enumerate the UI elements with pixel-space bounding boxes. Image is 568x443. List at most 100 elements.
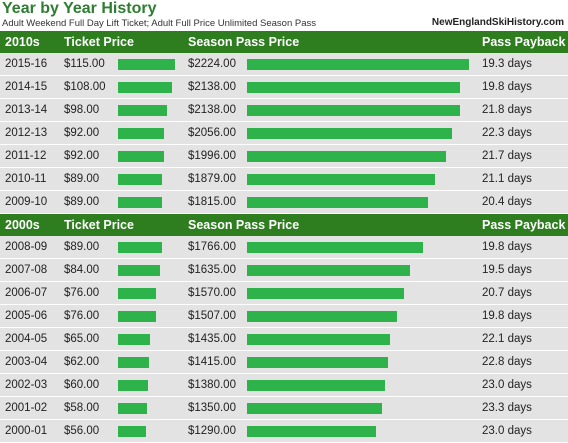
pass-payback-cell: 20.4 days: [482, 196, 532, 208]
season-pass-bar: [247, 403, 382, 414]
season-cell: 2002-03: [5, 379, 48, 391]
ticket-price-cell: $98.00: [64, 104, 100, 116]
table-row: 2004-05 $65.00 $1435.00 22.1 days: [0, 328, 568, 351]
section-header: 2000s Ticket Price Season Pass Price Pass P…: [0, 214, 568, 236]
season-cell: 2011-12: [5, 150, 47, 162]
ticket-price-bar: [118, 105, 167, 116]
season-pass-bar: [247, 426, 376, 437]
season-pass-bar: [247, 380, 385, 391]
ticket-price-bar: [118, 334, 150, 345]
season-pass-bar: [247, 174, 435, 185]
table-row: 2012-13 $92.00 $2056.00 22.3 days: [0, 122, 568, 145]
ticket-price-bar: [118, 242, 162, 253]
ticket-price-cell: $89.00: [64, 196, 100, 208]
ticket-price-cell: $89.00: [64, 241, 100, 253]
ticket-price-cell: $115.00: [64, 58, 105, 70]
pass-payback-cell: 19.5 days: [482, 264, 532, 276]
pass-payback-cell: 22.8 days: [482, 356, 532, 368]
season-cell: 2007-08: [5, 264, 48, 276]
ticket-price-header: Ticket Price: [64, 35, 134, 49]
site-name[interactable]: NewEnglandSkiHistory.com: [431, 17, 564, 28]
decade-label: 2000s: [5, 218, 40, 232]
season-pass-bar: [247, 265, 410, 276]
table-row: 2005-06 $76.00 $1507.00 19.8 days: [0, 305, 568, 328]
ticket-price-cell: $92.00: [64, 127, 100, 139]
decade-label: 2010s: [5, 35, 40, 49]
season-pass-cell: $1350.00: [188, 402, 236, 414]
season-cell: 2004-05: [5, 333, 48, 345]
pass-payback-cell: 23.3 days: [482, 402, 532, 414]
ticket-price-cell: $76.00: [64, 310, 100, 322]
season-pass-cell: $1435.00: [188, 333, 236, 345]
table-row: 2000-01 $56.00 $1290.00 23.0 days: [0, 420, 568, 443]
pass-payback-header: Pass Payback: [482, 35, 566, 49]
season-pass-cell: $2138.00: [188, 81, 236, 93]
pass-payback-cell: 19.3 days: [482, 58, 532, 70]
pass-payback-header: Pass Payback: [482, 218, 566, 232]
season-pass-bar: [247, 197, 428, 208]
season-pass-bar: [247, 288, 404, 299]
season-pass-cell: $1635.00: [188, 264, 236, 276]
season-pass-bar: [247, 242, 423, 253]
ticket-price-cell: $65.00: [64, 333, 100, 345]
table-row: 2015-16 $115.00 $2224.00 19.3 days: [0, 53, 568, 76]
pass-payback-cell: 23.0 days: [482, 379, 532, 391]
ticket-price-cell: $76.00: [64, 287, 100, 299]
table-row: 2002-03 $60.00 $1380.00 23.0 days: [0, 374, 568, 397]
season-pass-bar: [247, 334, 390, 345]
ticket-price-bar: [118, 151, 164, 162]
ticket-price-cell: $58.00: [64, 402, 100, 414]
season-pass-cell: $1380.00: [188, 379, 236, 391]
season-pass-bar: [247, 311, 397, 322]
season-cell: 2015-16: [5, 58, 48, 70]
table-row: 2011-12 $92.00 $1996.00 21.7 days: [0, 145, 568, 168]
pass-payback-cell: 22.1 days: [482, 333, 532, 345]
season-pass-bar: [247, 151, 446, 162]
season-pass-bar: [247, 82, 460, 93]
season-cell: 2001-02: [5, 402, 48, 414]
page-title: Year by Year History: [2, 0, 157, 17]
ticket-price-cell: $89.00: [64, 173, 100, 185]
page-subtitle: Adult Weekend Full Day Lift Ticket; Adul…: [2, 18, 316, 29]
pass-payback-cell: 19.8 days: [482, 310, 532, 322]
table-row: 2006-07 $76.00 $1570.00 20.7 days: [0, 282, 568, 305]
table-row: 2003-04 $62.00 $1415.00 22.8 days: [0, 351, 568, 374]
table-row: 2009-10 $89.00 $1815.00 20.4 days: [0, 191, 568, 214]
ticket-price-bar: [118, 59, 175, 70]
season-pass-cell: $2138.00: [188, 104, 236, 116]
ticket-price-bar: [118, 403, 147, 414]
season-pass-bar: [247, 59, 469, 70]
season-pass-bar: [247, 357, 388, 368]
season-pass-cell: $1507.00: [188, 310, 236, 322]
ticket-price-bar: [118, 311, 156, 322]
pass-payback-cell: 19.8 days: [482, 241, 532, 253]
table-row: 2013-14 $98.00 $2138.00 21.8 days: [0, 99, 568, 122]
season-pass-cell: $1815.00: [188, 196, 236, 208]
season-pass-cell: $1570.00: [188, 287, 236, 299]
season-cell: 2000-01: [5, 425, 48, 437]
ticket-price-cell: $108.00: [64, 81, 106, 93]
ticket-price-bar: [118, 174, 162, 185]
season-pass-bar: [247, 128, 452, 139]
table-row: 2001-02 $58.00 $1350.00 23.3 days: [0, 397, 568, 420]
season-pass-cell: $1879.00: [188, 173, 236, 185]
ticket-price-cell: $92.00: [64, 150, 100, 162]
season-pass-cell: $2224.00: [188, 58, 236, 70]
season-pass-cell: $2056.00: [188, 127, 236, 139]
ticket-price-bar: [118, 128, 164, 139]
ticket-price-cell: $62.00: [64, 356, 100, 368]
season-cell: 2003-04: [5, 356, 48, 368]
table-row: 2014-15 $108.00 $2138.00 19.8 days: [0, 76, 568, 99]
pass-payback-cell: 21.8 days: [482, 104, 532, 116]
season-cell: 2013-14: [5, 104, 48, 116]
ticket-price-header: Ticket Price: [64, 218, 134, 232]
season-pass-bar: [247, 105, 460, 116]
season-cell: 2006-07: [5, 287, 48, 299]
ticket-price-cell: $84.00: [64, 264, 100, 276]
season-pass-header: Season Pass Price: [188, 218, 300, 232]
pass-payback-cell: 21.1 days: [482, 173, 532, 185]
ticket-price-bar: [118, 197, 162, 208]
ticket-price-cell: $60.00: [64, 379, 100, 391]
season-pass-cell: $1415.00: [188, 356, 236, 368]
season-cell: 2014-15: [5, 81, 48, 93]
